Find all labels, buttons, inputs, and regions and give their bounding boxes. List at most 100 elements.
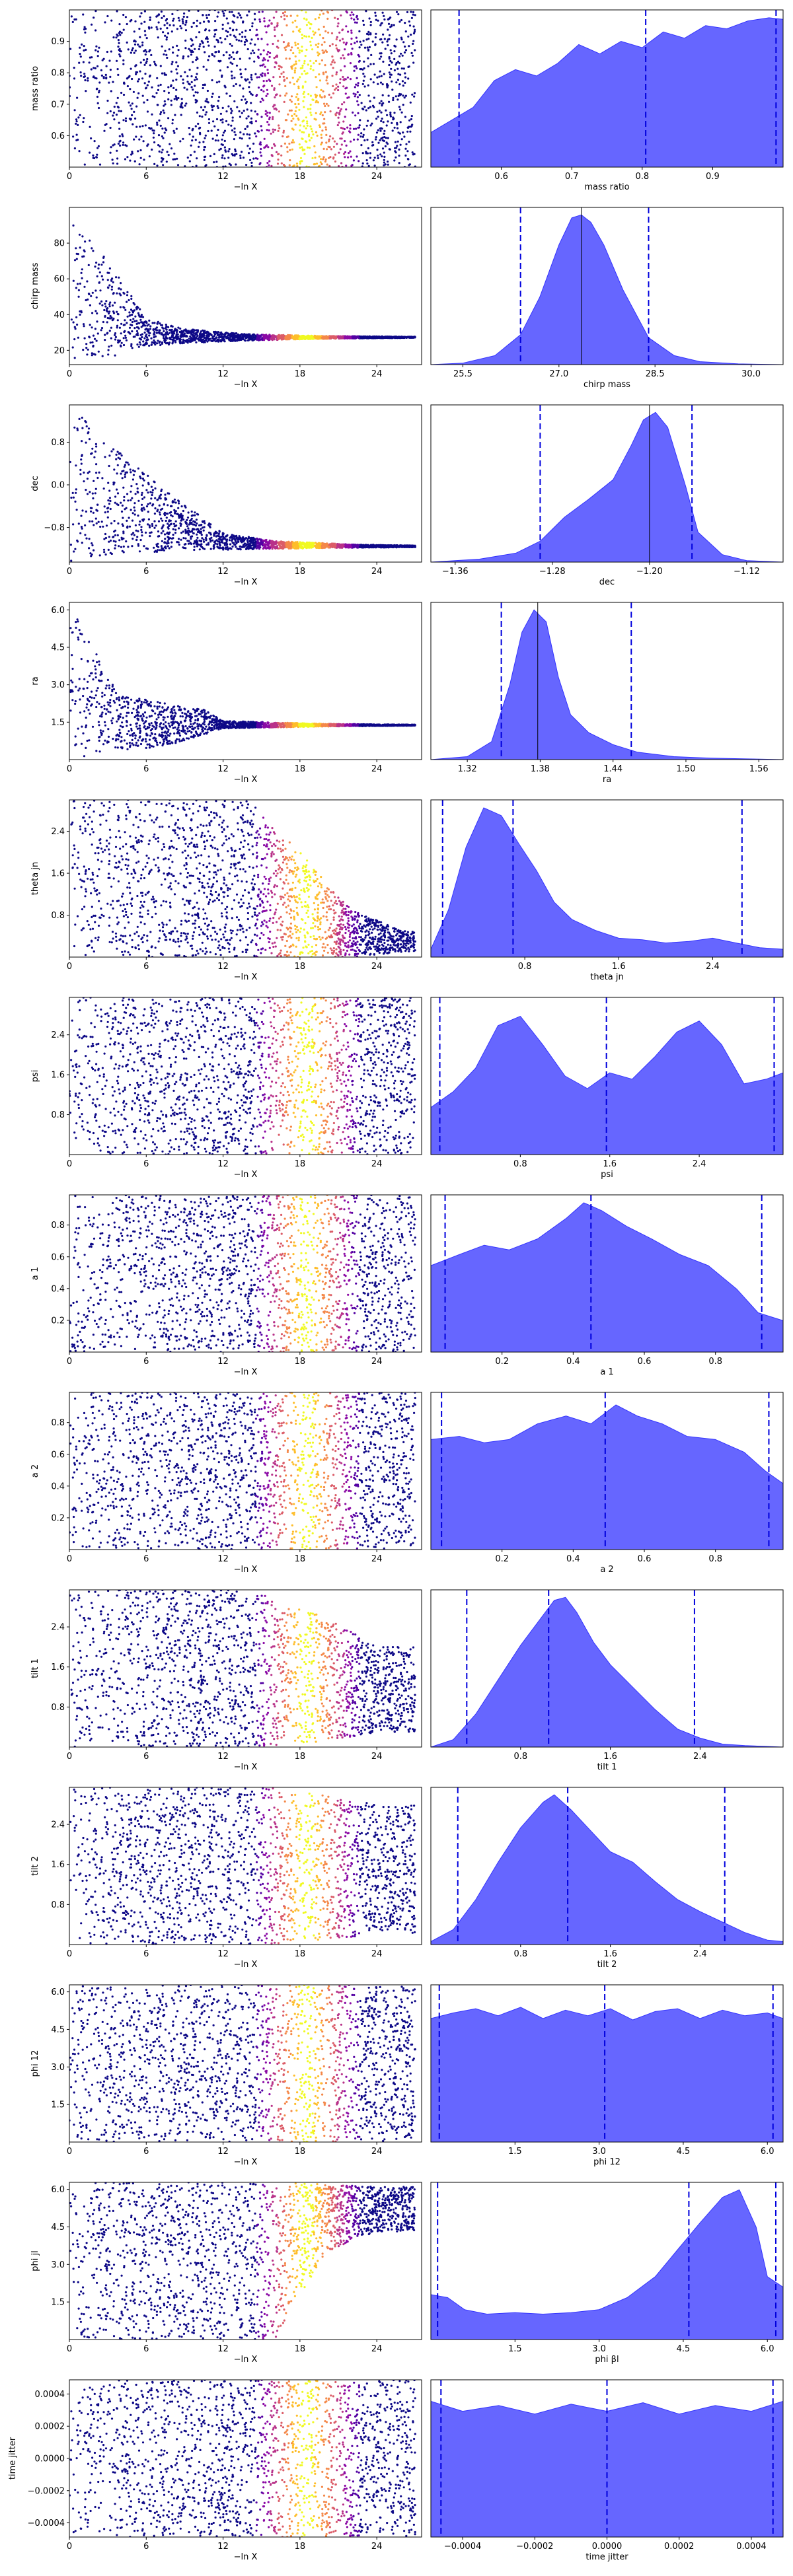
trace-point	[250, 164, 253, 167]
trace-point	[208, 44, 210, 47]
trace-point	[316, 335, 319, 338]
trace-points-chirp_mass	[70, 224, 416, 359]
trace-point	[194, 520, 196, 523]
trace-point	[344, 151, 347, 154]
trace-point	[386, 335, 389, 338]
trace-point	[369, 20, 372, 23]
trace-point	[353, 18, 356, 21]
trace-point	[99, 289, 102, 292]
trace-point	[400, 111, 403, 114]
trace-point	[91, 312, 94, 314]
trace-point	[298, 52, 301, 54]
trace-point	[291, 46, 293, 49]
trace-point	[372, 81, 375, 84]
trace-point	[121, 470, 124, 473]
trace-point	[134, 50, 137, 52]
trace-point	[100, 329, 102, 332]
trace-point	[167, 538, 170, 541]
trace-point	[262, 99, 264, 102]
trace-point	[221, 154, 224, 157]
trace-point	[104, 339, 106, 341]
trace-point	[241, 137, 243, 140]
trace-point	[246, 125, 249, 127]
trace-point	[412, 32, 416, 35]
trace-point	[320, 143, 322, 146]
trace-point	[189, 521, 192, 524]
trace-point	[259, 20, 262, 23]
trace-point	[89, 151, 91, 154]
trace-point	[115, 36, 118, 39]
trace-point	[148, 127, 151, 129]
marginal-x-label: mass ratio	[584, 182, 629, 192]
trace-point	[75, 252, 78, 255]
trace-point	[400, 52, 402, 55]
trace-point	[304, 81, 307, 83]
trace-point	[206, 38, 209, 40]
trace-point	[323, 102, 326, 105]
trace-point	[266, 121, 269, 124]
trace-point	[192, 335, 195, 338]
trace-point	[329, 110, 332, 113]
trace-point	[402, 85, 404, 87]
trace-point	[356, 84, 359, 87]
trace-point	[345, 164, 348, 167]
trace-point	[322, 90, 324, 92]
trace-point	[136, 536, 139, 538]
trace-point	[158, 150, 161, 153]
trace-point	[244, 127, 246, 130]
trace-point	[229, 164, 232, 166]
trace-point	[291, 21, 294, 24]
trace-point	[293, 83, 295, 86]
trace-point	[204, 113, 207, 116]
trace-point	[153, 162, 156, 165]
trace-point	[155, 15, 158, 18]
trace-point	[145, 60, 148, 63]
trace-point	[246, 108, 248, 111]
trace-point	[156, 124, 159, 126]
trace-point	[101, 355, 104, 357]
trace-point	[177, 337, 180, 340]
trace-point	[306, 146, 309, 149]
trace-point	[116, 10, 118, 13]
trace-point	[147, 474, 149, 478]
trace-point	[157, 36, 159, 39]
trace-point	[171, 341, 174, 343]
trace-point	[225, 17, 228, 20]
trace-point	[350, 52, 353, 55]
trace-point	[179, 342, 182, 345]
trace-point	[412, 61, 415, 64]
trace-point	[84, 79, 87, 82]
trace-point	[280, 154, 283, 157]
trace-point	[81, 527, 83, 530]
trace-point	[404, 49, 408, 52]
trace-x-label: −ln X	[234, 380, 258, 390]
trace-point	[130, 485, 133, 487]
trace-point	[250, 52, 252, 55]
trace-point	[344, 78, 347, 81]
trace-point	[252, 157, 255, 160]
trace-point	[379, 81, 383, 84]
trace-point	[130, 308, 133, 311]
trace-point	[229, 94, 231, 98]
trace-point	[92, 250, 94, 252]
trace-point	[184, 71, 186, 73]
trace-point	[118, 287, 120, 290]
trace-point	[350, 11, 353, 14]
trace-point	[192, 89, 194, 91]
trace-point	[91, 447, 94, 450]
trace-point	[155, 92, 158, 94]
trace-point	[77, 336, 79, 339]
trace-point	[75, 18, 77, 20]
trace-point	[188, 160, 191, 162]
trace-point	[158, 119, 161, 122]
trace-point	[252, 151, 254, 153]
trace-point	[93, 338, 96, 340]
trace-point	[86, 493, 89, 495]
trace-point	[342, 153, 346, 155]
trace-point	[261, 97, 264, 100]
trace-point	[172, 338, 174, 341]
trace-point	[356, 18, 359, 20]
trace-point	[75, 509, 78, 511]
trace-point	[272, 336, 274, 338]
trace-point	[103, 308, 106, 312]
